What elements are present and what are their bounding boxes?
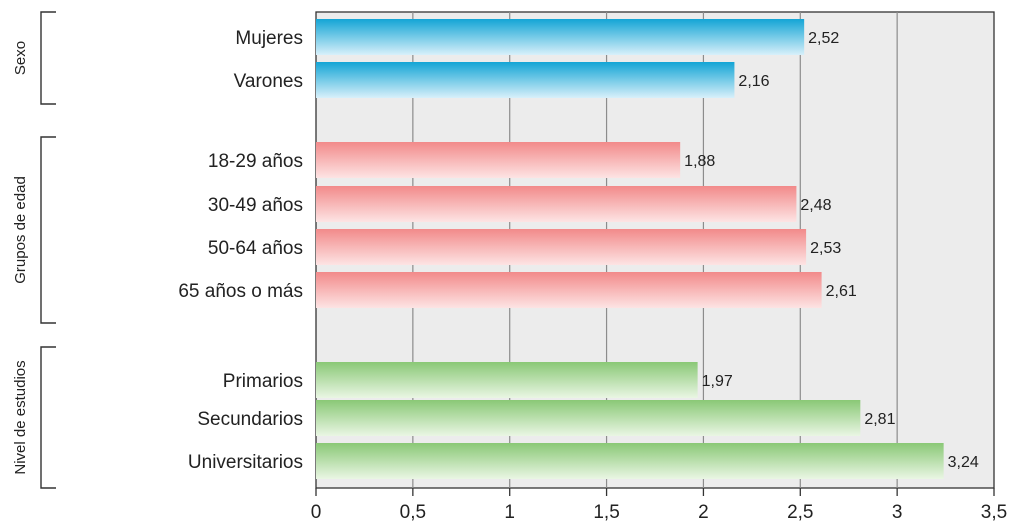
category-label: 65 años o más — [178, 281, 303, 302]
bar — [316, 443, 944, 479]
group-bracket — [40, 136, 56, 324]
bar — [316, 272, 822, 308]
category-label: Primarios — [223, 371, 303, 392]
bar — [316, 142, 681, 178]
x-tick-label: 3 — [892, 502, 903, 523]
x-tick-label: 1,5 — [593, 502, 619, 523]
group-label: Nivel de estudios — [12, 360, 29, 474]
category-label: Secundarios — [197, 409, 303, 430]
bar — [316, 186, 797, 222]
x-tick-label: 3,5 — [981, 502, 1007, 523]
data-label: 2,52 — [808, 30, 839, 47]
group-label: Grupos de edad — [12, 176, 29, 284]
x-tick-label: 0 — [311, 502, 322, 523]
category-label: 50-64 años — [208, 238, 303, 259]
data-label: 3,24 — [948, 454, 979, 471]
x-tick-label: 2 — [698, 502, 709, 523]
category-label: 18-29 años — [208, 151, 303, 172]
x-tick-label: 2,5 — [787, 502, 813, 523]
category-label: Universitarios — [188, 452, 303, 473]
bar — [316, 400, 861, 436]
data-label: 2,61 — [826, 283, 857, 300]
category-label: Mujeres — [235, 28, 303, 49]
data-label: 1,88 — [684, 153, 715, 170]
group-bracket — [40, 11, 56, 105]
data-label: 2,16 — [738, 73, 769, 90]
data-label: 2,81 — [864, 411, 895, 428]
data-label: 1,97 — [702, 373, 733, 390]
x-tick-label: 0,5 — [400, 502, 426, 523]
category-label: 30-49 años — [208, 195, 303, 216]
bar — [316, 19, 805, 55]
bar — [316, 362, 698, 398]
group-label: Sexo — [12, 41, 29, 75]
category-label: Varones — [234, 71, 303, 92]
bar — [316, 62, 735, 98]
data-label: 2,53 — [810, 240, 841, 257]
group-bracket — [40, 346, 56, 489]
x-tick-label: 1 — [504, 502, 515, 523]
data-label: 2,48 — [800, 197, 831, 214]
bar — [316, 229, 807, 265]
